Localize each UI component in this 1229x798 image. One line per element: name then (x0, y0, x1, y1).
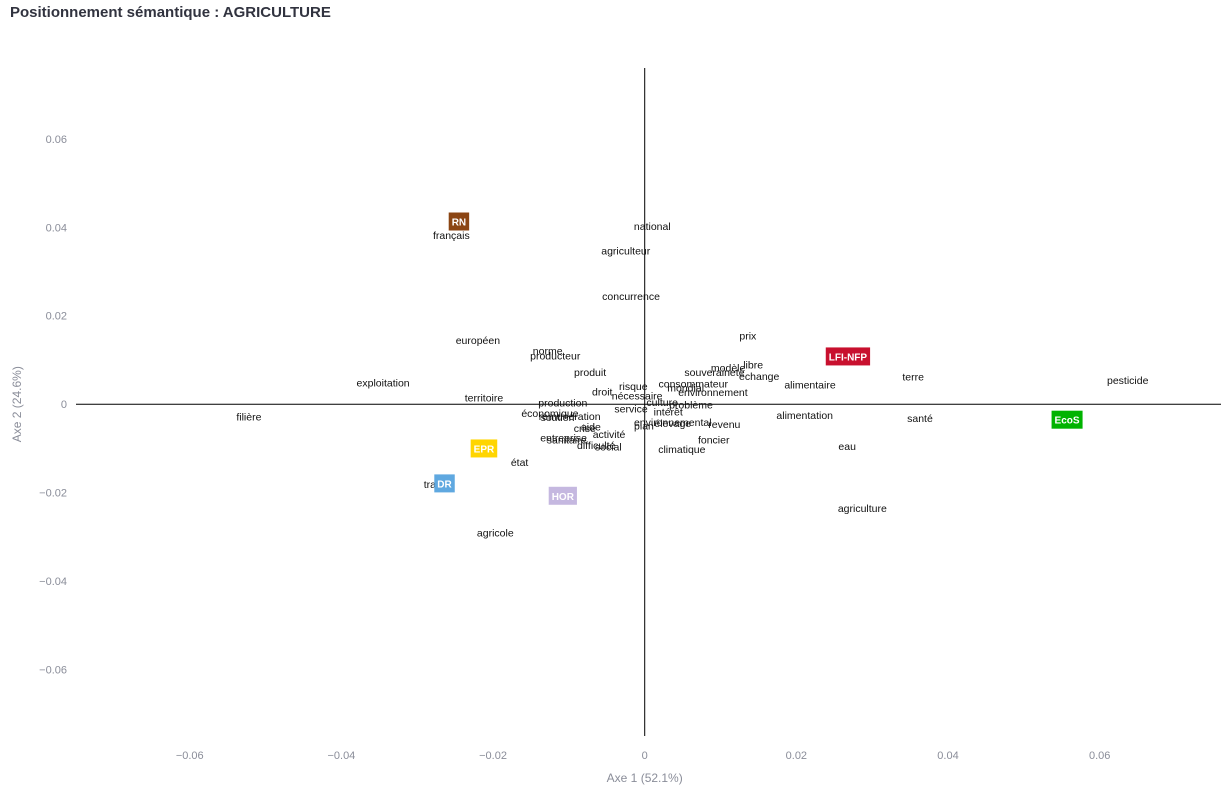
y-tick-label: −0.04 (39, 576, 67, 588)
y-tick-label: 0.02 (46, 311, 67, 323)
word-label: risque (619, 381, 648, 393)
y-tick-label: 0.04 (46, 222, 67, 234)
party-marker-ecos[interactable]: EcoS (1051, 410, 1083, 429)
word-label: rémunération (539, 411, 601, 423)
word-label: modèle (711, 362, 746, 374)
word-label: national (634, 221, 671, 233)
word-label: concurrence (602, 291, 660, 303)
word-label: producteur (530, 351, 581, 363)
word-points: national français agriculteur concurrence eu… (236, 221, 1148, 540)
party-marker-dr[interactable]: DR (434, 474, 455, 493)
word-label: climatique (658, 444, 705, 456)
word-label: difficulté (577, 440, 615, 452)
word-label: agriculture (838, 503, 887, 515)
chart-title: Positionnement sémantique : AGRICULTURE (10, 4, 331, 21)
y-tick-label: −0.06 (39, 665, 67, 677)
x-tick-label: 0 (642, 750, 648, 762)
word-label: produit (574, 367, 606, 379)
party-marker-lfi-nfp[interactable]: LFI-NFP (825, 347, 871, 366)
word-label: alimentation (776, 410, 833, 422)
party-label: DR (437, 479, 452, 490)
party-badge (434, 474, 455, 493)
word-label: français (433, 230, 470, 242)
y-tick-label: 0 (61, 399, 67, 411)
word-label: exploitation (357, 378, 410, 390)
word-label: alimentaire (784, 379, 836, 391)
word-label: consommateur (659, 378, 729, 390)
x-tick-label: −0.04 (327, 750, 355, 762)
word-label: droit (592, 386, 613, 398)
party-badge (1051, 410, 1083, 429)
party-label: RN (452, 218, 466, 229)
x-tick-label: 0.02 (786, 750, 807, 762)
word-label: souveraineté (684, 367, 744, 379)
word-label: revenu (708, 419, 740, 431)
party-marker-epr[interactable]: EPR (470, 439, 498, 458)
y-tick-label: 0.06 (46, 134, 67, 146)
party-marker-rn[interactable]: RN (448, 212, 470, 231)
party-label: EPR (474, 444, 495, 455)
word-label: norme (533, 346, 563, 358)
word-label: agricole (477, 528, 514, 540)
party-marker-hor[interactable]: HOR (548, 486, 577, 505)
party-badge (470, 439, 498, 458)
word-label: plan (634, 420, 654, 432)
word-label: pesticide (1107, 375, 1149, 387)
word-label: état (511, 457, 529, 469)
word-label: activité (593, 429, 626, 441)
x-axis-title: Axe 1 (52.1%) (607, 771, 683, 785)
word-label: culture (646, 397, 678, 409)
y-axis-ticks: −0.06 −0.04 −0.02 0 0.02 0.04 0.06 (39, 134, 67, 677)
y-axis-title: Axe 2 (24.6%) (10, 366, 24, 442)
word-label: environnement (678, 387, 748, 399)
y-tick-label: −0.02 (39, 488, 67, 500)
word-label: production (538, 397, 587, 409)
word-label: santé (907, 413, 933, 425)
word-label: économique (521, 408, 578, 420)
x-tick-label: −0.02 (479, 750, 507, 762)
party-label: EcoS (1055, 416, 1080, 427)
word-label: environnemental (634, 417, 712, 429)
word-label: soutien (541, 412, 575, 424)
word-label: filière (236, 412, 261, 424)
word-label: eau (838, 441, 856, 453)
party-badge (448, 212, 470, 231)
word-label: mondial (667, 382, 704, 394)
word-label: problème (669, 400, 713, 412)
x-tick-label: −0.06 (176, 750, 204, 762)
party-label: LFI-NFP (829, 352, 868, 363)
word-label: foncier (698, 435, 730, 447)
word-label: échange (739, 371, 779, 383)
word-label: prix (739, 331, 757, 343)
word-label: nécessaire (612, 390, 663, 402)
x-tick-label: 0.04 (937, 750, 958, 762)
party-badge (548, 486, 577, 505)
party-label: HOR (552, 492, 575, 503)
word-label: libre (743, 359, 763, 371)
party-badge (825, 347, 871, 366)
word-label: européen (456, 335, 501, 347)
word-label: sanitaire (547, 435, 587, 447)
zero-lines (76, 68, 1221, 736)
word-label: crise (574, 423, 596, 435)
word-label: social (595, 442, 622, 454)
word-label: élevage (654, 418, 691, 430)
word-label: entreprise (540, 432, 587, 444)
word-label: intérêt (654, 406, 683, 418)
x-axis-ticks: −0.06 −0.04 −0.02 0 0.02 0.04 0.06 (176, 750, 1111, 762)
word-label: terre (902, 371, 924, 383)
word-label: agriculteur (601, 245, 651, 257)
party-markers[interactable]: RN LFI-NFP EcoS EPR DR HOR (434, 212, 1083, 505)
word-label: service (614, 404, 647, 416)
x-tick-label: 0.06 (1089, 750, 1110, 762)
word-label: aide (581, 421, 601, 433)
word-label: territoire (465, 393, 504, 405)
